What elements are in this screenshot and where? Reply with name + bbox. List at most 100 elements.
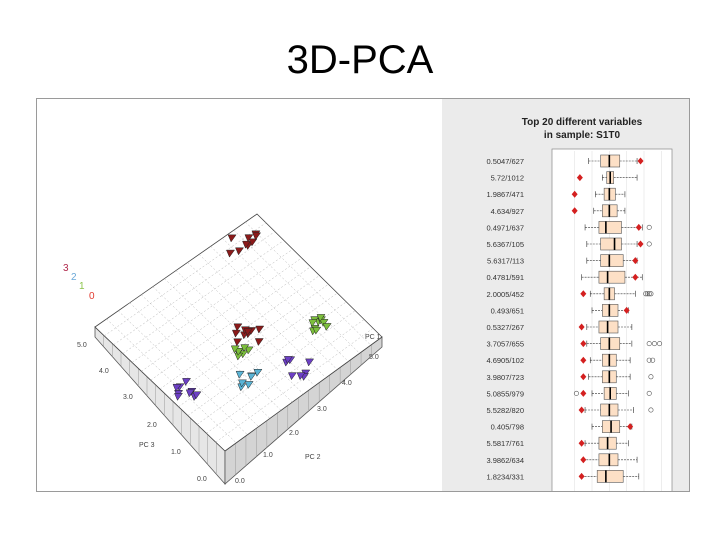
grid-line — [150, 266, 311, 381]
grid-line — [131, 248, 293, 363]
axis-label: PC 3 — [139, 442, 155, 449]
grid-line — [141, 257, 302, 372]
pca-marker — [253, 369, 263, 377]
outlier-point — [646, 390, 652, 396]
variable-label: 5.5282/820 — [486, 406, 524, 415]
grid-line — [159, 275, 320, 390]
legend-number: 2 — [71, 272, 77, 283]
axis-label: PC 2 — [305, 454, 321, 461]
sample-point — [571, 190, 578, 198]
sample-point — [571, 207, 578, 215]
axis-tick-label: 4.0 — [99, 368, 109, 375]
grid-line — [178, 292, 338, 407]
legend-number: 1 — [79, 281, 85, 292]
grid-line — [206, 319, 365, 434]
variable-label: 5.6317/113 — [487, 257, 524, 266]
grid-line — [141, 294, 271, 419]
pca-marker — [252, 232, 262, 241]
grid-line — [113, 231, 276, 345]
chart-title: Top 20 different variables — [522, 117, 643, 128]
axis-tick-label: 2.0 — [147, 422, 157, 429]
pca-marker — [233, 323, 243, 332]
axis-tick-label: 5.0 — [77, 342, 87, 349]
variable-label: 3.7057/655 — [486, 340, 524, 349]
outlier-point — [643, 291, 649, 297]
outlier-point — [573, 390, 579, 396]
pca-marker — [254, 338, 264, 347]
figure-frame: 3 2 1 0 5.0 4.0 3.0 2.0 1.0 0.0 5.0 4.0 3.0 2.0 1.0 0.0… — [36, 98, 690, 492]
pca-marker — [233, 338, 243, 347]
pca-marker — [244, 346, 254, 355]
grid-line — [215, 328, 374, 443]
variable-label: 5.72/1012 — [491, 174, 524, 183]
boxplot-panel: Top 20 different variables in sample: S1T… — [442, 99, 689, 491]
grid-line — [117, 310, 248, 435]
box — [598, 270, 626, 284]
pca-marker — [255, 325, 265, 334]
pca-marker — [235, 247, 245, 256]
grid-line — [104, 222, 267, 337]
axis-tick-label: 0.0 — [235, 478, 245, 485]
outlier-point — [651, 341, 657, 347]
box — [598, 453, 619, 467]
pca-marker — [242, 240, 251, 249]
pca-marker — [243, 328, 253, 336]
sample-point — [580, 356, 587, 364]
grid-line — [233, 229, 360, 354]
pca-marker — [319, 319, 329, 327]
pca-marker — [227, 234, 237, 243]
pca-marker — [296, 372, 306, 381]
variable-label: 0.405/798 — [491, 423, 524, 432]
pca-marker — [234, 348, 244, 356]
grid-line — [196, 310, 356, 425]
box — [596, 470, 624, 483]
variable-label: 4.6905/102 — [486, 356, 524, 365]
slide-title: 3D-PCA — [286, 38, 434, 82]
variable-label: 0.493/651 — [491, 306, 524, 315]
outlier-point — [648, 407, 654, 413]
grid-line — [198, 254, 327, 378]
sample-point — [578, 472, 585, 480]
pca-marker — [244, 234, 254, 243]
pca-marker — [248, 238, 258, 247]
axis-tick-label: 4.0 — [342, 380, 352, 387]
outlier-point — [646, 224, 652, 230]
grid-line — [187, 262, 315, 387]
sample-point — [578, 439, 585, 447]
pca-marker — [288, 372, 297, 381]
sample-point — [627, 423, 634, 431]
axis-tick-label: 1.0 — [263, 452, 273, 459]
grid-line — [122, 240, 284, 354]
variable-label: 1.9867/471 — [486, 190, 524, 199]
pca-marker — [305, 358, 315, 367]
variable-label: 0.5327/267 — [486, 323, 524, 332]
box — [598, 221, 622, 234]
variable-label: 5.6367/105 — [486, 240, 524, 249]
outlier-point — [648, 374, 654, 380]
pca-marker — [316, 314, 326, 322]
grid-line — [222, 238, 349, 362]
box — [598, 320, 619, 334]
outlier-point — [650, 357, 656, 363]
pca-marker — [232, 329, 241, 338]
variable-label: 3.9807/723 — [486, 373, 524, 382]
pca-marker — [192, 391, 202, 400]
sample-point — [623, 306, 630, 314]
sample-point — [637, 157, 644, 165]
pca-marker — [283, 356, 293, 364]
sample-point — [580, 290, 587, 298]
axis-tick-label: 5.0 — [369, 354, 379, 361]
outlier-point — [644, 291, 650, 297]
axis-tick-label: 3.0 — [317, 406, 327, 413]
pca-marker — [322, 323, 332, 331]
pca-marker — [230, 345, 240, 354]
pca-marker — [240, 344, 250, 353]
sample-point — [580, 373, 587, 381]
pca-marker — [226, 249, 235, 258]
sample-point — [632, 273, 639, 281]
outlier-point — [646, 341, 652, 347]
box — [602, 304, 619, 317]
box — [600, 154, 621, 168]
axis-tick-label: 3.0 — [123, 394, 133, 401]
